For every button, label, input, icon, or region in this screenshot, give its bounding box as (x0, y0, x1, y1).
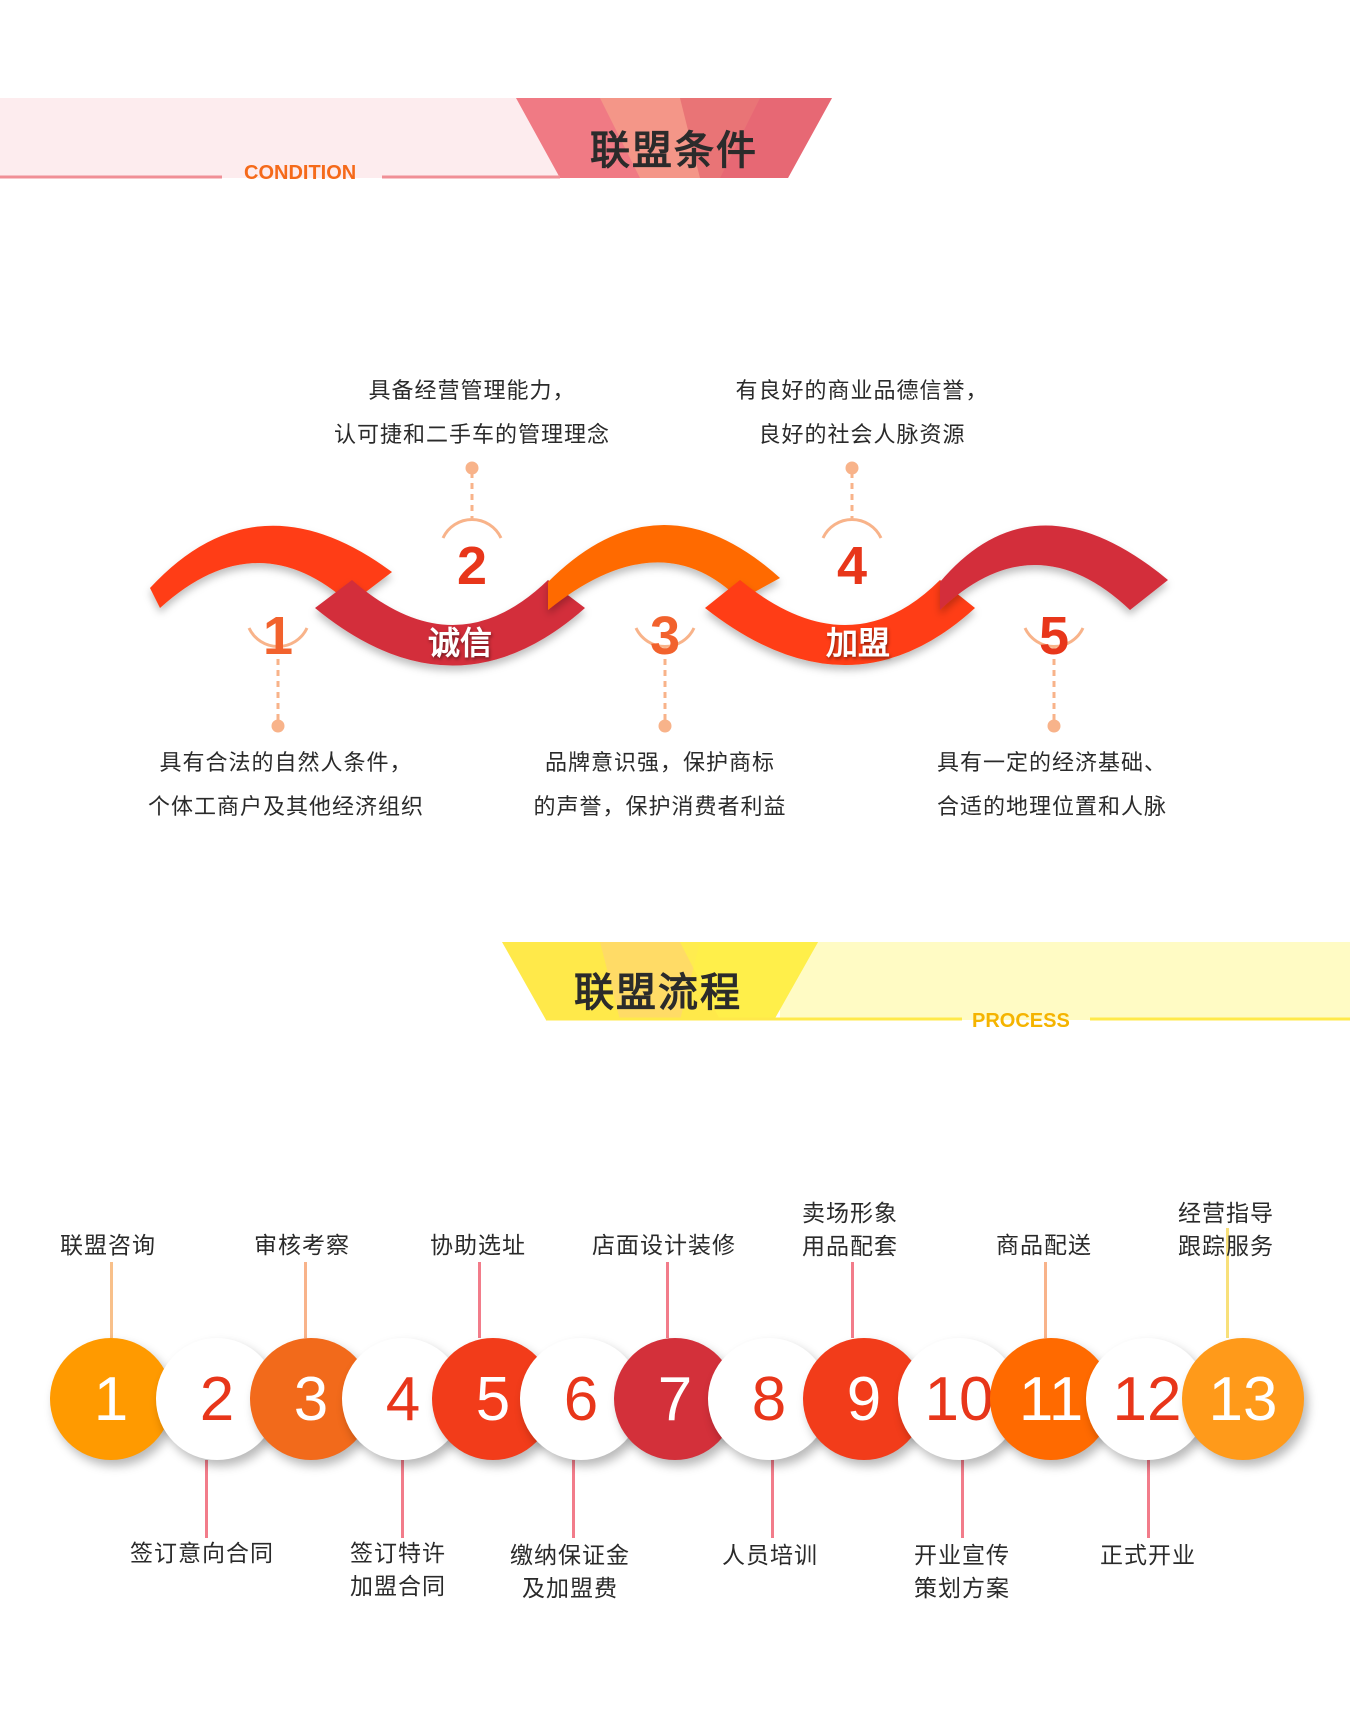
connector-4 (401, 1460, 404, 1538)
step-label-13-line-2: 跟踪服务 (1178, 1234, 1274, 1260)
connector-3 (304, 1262, 307, 1338)
connector-12 (1147, 1460, 1150, 1538)
process-header-banner (502, 942, 1350, 1021)
wave-segment-5 (940, 525, 1168, 610)
condition-text-4-line-1: 有良好的商业品德信誉， (735, 379, 989, 404)
step-label-9-line-2: 用品配套 (802, 1234, 898, 1260)
condition-number-4: 4 (836, 536, 868, 596)
step-label-4-line-2: 加盟合同 (350, 1574, 446, 1600)
band-label-integrity: 诚信 (428, 624, 493, 662)
connector-13 (1226, 1228, 1229, 1338)
condition-number-2: 2 (456, 536, 488, 596)
connector-6 (572, 1460, 575, 1538)
step-circle-1: 1 (50, 1338, 172, 1460)
step-label-4-line-1: 签订特许 (350, 1541, 446, 1567)
band-label-join: 加盟 (826, 624, 891, 662)
wave-segment-3 (548, 524, 780, 610)
step-label-9-line-1: 卖场形象 (802, 1201, 898, 1227)
step-label-1: 联盟咨询 (60, 1233, 156, 1259)
condition-text-3: 品牌意识强，保护商标 的声誉，保护消费者利益 (480, 742, 840, 830)
step-label-9: 卖场形象 用品配套 (802, 1198, 898, 1264)
step-circle-10: 10 (898, 1338, 1020, 1460)
wave-segment-2 (315, 580, 585, 666)
wave-segment-4 (705, 580, 975, 665)
step-label-5: 协助选址 (430, 1233, 526, 1259)
condition-title: 联盟条件 (590, 128, 758, 174)
condition-text-3-line-2: 的声誉，保护消费者利益 (533, 795, 787, 820)
condition-text-1-line-1: 具有合法的自然人条件， (159, 751, 413, 776)
step-circle-13: 13 (1182, 1338, 1304, 1460)
condition-text-4-line-2: 良好的社会人脉资源 (758, 423, 966, 448)
condition-badges (247, 461, 1085, 733)
condition-text-5: 具有一定的经济基础、 合适的地理位置和人脉 (872, 742, 1232, 830)
condition-text-5-line-2: 合适的地理位置和人脉 (936, 795, 1167, 820)
step-label-12: 正式开业 (1100, 1543, 1196, 1569)
process-header: 联盟流程 PROCESS (0, 940, 1350, 1040)
connector-8 (771, 1460, 774, 1538)
connector-1 (110, 1262, 113, 1338)
connector-5 (478, 1262, 481, 1338)
step-label-13: 经营指导 跟踪服务 (1178, 1198, 1274, 1264)
condition-text-3-line-1: 品牌意识强，保护商标 (544, 751, 775, 776)
step-label-6-line-2: 及加盟费 (522, 1576, 618, 1602)
process-subtitle: PROCESS (972, 1010, 1070, 1032)
step-label-3: 审核考察 (254, 1233, 350, 1259)
condition-text-1: 具有合法的自然人条件， 个体工商户及其他经济组织 (106, 742, 466, 830)
step-label-10-line-1: 开业宣传 (914, 1543, 1010, 1569)
condition-header-banner (0, 98, 832, 179)
step-label-4: 签订特许 加盟合同 (350, 1538, 446, 1604)
connector-11 (1044, 1262, 1047, 1338)
step-label-8: 人员培训 (722, 1543, 818, 1569)
condition-number-3: 3 (649, 606, 681, 666)
condition-text-2-line-2: 认可捷和二手车的管理理念 (333, 423, 610, 448)
process-title: 联盟流程 (574, 970, 742, 1016)
condition-subtitle: CONDITION (244, 162, 357, 184)
step-label-10-line-2: 策划方案 (914, 1576, 1010, 1602)
connector-2 (205, 1460, 208, 1538)
condition-header: CONDITION 联盟条件 (0, 0, 1350, 200)
step-label-6: 缴纳保证金 及加盟费 (510, 1540, 630, 1606)
condition-text-4: 有良好的商业品德信誉， 良好的社会人脉资源 (682, 370, 1042, 458)
step-label-7: 店面设计装修 (592, 1233, 736, 1259)
condition-number-1: 1 (262, 606, 294, 666)
condition-text-2-line-1: 具备经营管理能力， (368, 379, 576, 404)
condition-text-1-line-2: 个体工商户及其他经济组织 (147, 795, 424, 820)
step-label-13-line-1: 经营指导 (1178, 1201, 1274, 1227)
wave-segment-1 (150, 525, 392, 608)
step-label-11: 商品配送 (996, 1233, 1092, 1259)
step-label-2: 签订意向合同 (130, 1541, 274, 1567)
step-circle-11: 11 (990, 1338, 1112, 1460)
step-label-10: 开业宣传 策划方案 (914, 1540, 1010, 1606)
connector-9 (851, 1262, 854, 1338)
step-label-6-line-1: 缴纳保证金 (510, 1543, 630, 1569)
connector-7 (666, 1262, 669, 1338)
condition-wave (150, 524, 1168, 666)
condition-number-5: 5 (1038, 606, 1070, 666)
condition-text-5-line-1: 具有一定的经济基础、 (936, 751, 1167, 776)
connector-10 (961, 1460, 964, 1538)
condition-text-2: 具备经营管理能力， 认可捷和二手车的管理理念 (292, 370, 652, 458)
